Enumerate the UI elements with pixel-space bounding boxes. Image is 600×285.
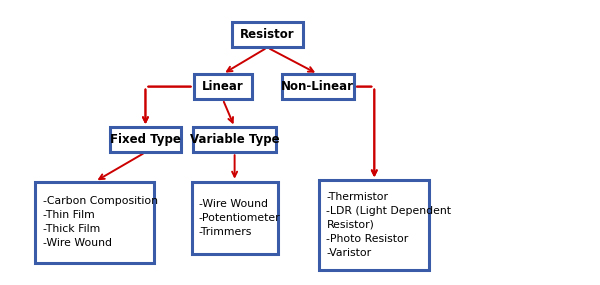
FancyBboxPatch shape bbox=[35, 182, 154, 263]
Text: -Thermistor
-LDR (Light Dependent
Resistor)
-Photo Resistor
-Varistor: -Thermistor -LDR (Light Dependent Resist… bbox=[326, 192, 451, 258]
FancyBboxPatch shape bbox=[194, 74, 252, 99]
Text: Linear: Linear bbox=[202, 80, 244, 93]
Text: Resistor: Resistor bbox=[240, 28, 295, 41]
FancyBboxPatch shape bbox=[110, 127, 181, 152]
Text: Variable Type: Variable Type bbox=[190, 133, 280, 146]
FancyBboxPatch shape bbox=[191, 182, 278, 254]
Text: Non-Linear: Non-Linear bbox=[281, 80, 355, 93]
FancyBboxPatch shape bbox=[232, 22, 303, 48]
FancyBboxPatch shape bbox=[319, 180, 429, 270]
Text: Fixed Type: Fixed Type bbox=[110, 133, 181, 146]
FancyBboxPatch shape bbox=[281, 74, 354, 99]
FancyBboxPatch shape bbox=[193, 127, 276, 152]
Text: -Wire Wound
-Potentiometer
-Trimmers: -Wire Wound -Potentiometer -Trimmers bbox=[199, 199, 280, 237]
Text: -Carbon Composition
-Thin Film
-Thick Film
-Wire Wound: -Carbon Composition -Thin Film -Thick Fi… bbox=[43, 196, 158, 248]
